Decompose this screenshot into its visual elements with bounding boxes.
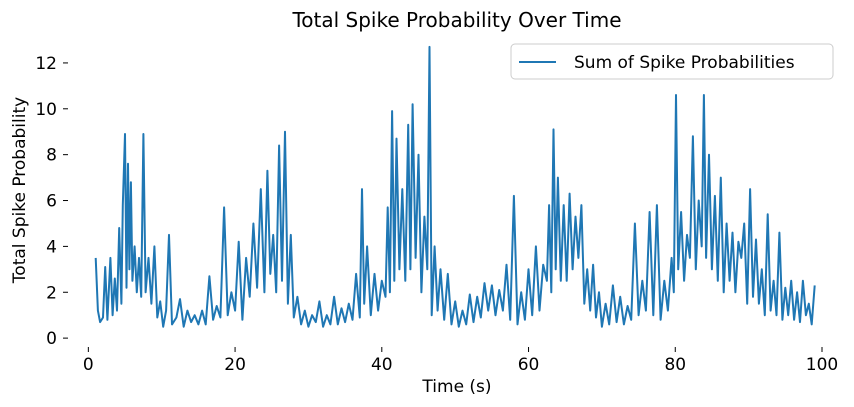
x-tick-label: 80 bbox=[664, 355, 686, 375]
y-tick-label: 0 bbox=[46, 329, 57, 349]
x-tick-label: 60 bbox=[518, 355, 540, 375]
chart-title: Total Spike Probability Over Time bbox=[291, 8, 621, 32]
series-layer bbox=[94, 45, 816, 328]
y-axis: 0 2 4 6 8 10 12 bbox=[35, 54, 68, 349]
y-tick-label: 8 bbox=[46, 146, 57, 166]
y-tick-label: 12 bbox=[35, 54, 57, 74]
y-tick-label: 6 bbox=[46, 192, 57, 212]
y-tick-label: 10 bbox=[35, 100, 57, 120]
legend-box bbox=[510, 43, 834, 80]
legend: Sum of Spike Probabilities bbox=[510, 43, 834, 80]
y-tick-label: 2 bbox=[46, 283, 57, 303]
series-line-0 bbox=[94, 45, 816, 328]
legend-label: Sum of Spike Probabilities bbox=[574, 53, 795, 73]
x-axis: 0 20 40 60 80 100 bbox=[83, 347, 838, 375]
y-tick-label: 4 bbox=[46, 237, 57, 257]
x-axis-label: Time (s) bbox=[421, 377, 491, 397]
y-axis-label: Total Spike Probability bbox=[10, 97, 30, 284]
x-tick-label: 100 bbox=[806, 355, 838, 375]
x-tick-label: 0 bbox=[83, 355, 94, 375]
x-tick-label: 40 bbox=[371, 355, 393, 375]
x-tick-label: 20 bbox=[224, 355, 246, 375]
